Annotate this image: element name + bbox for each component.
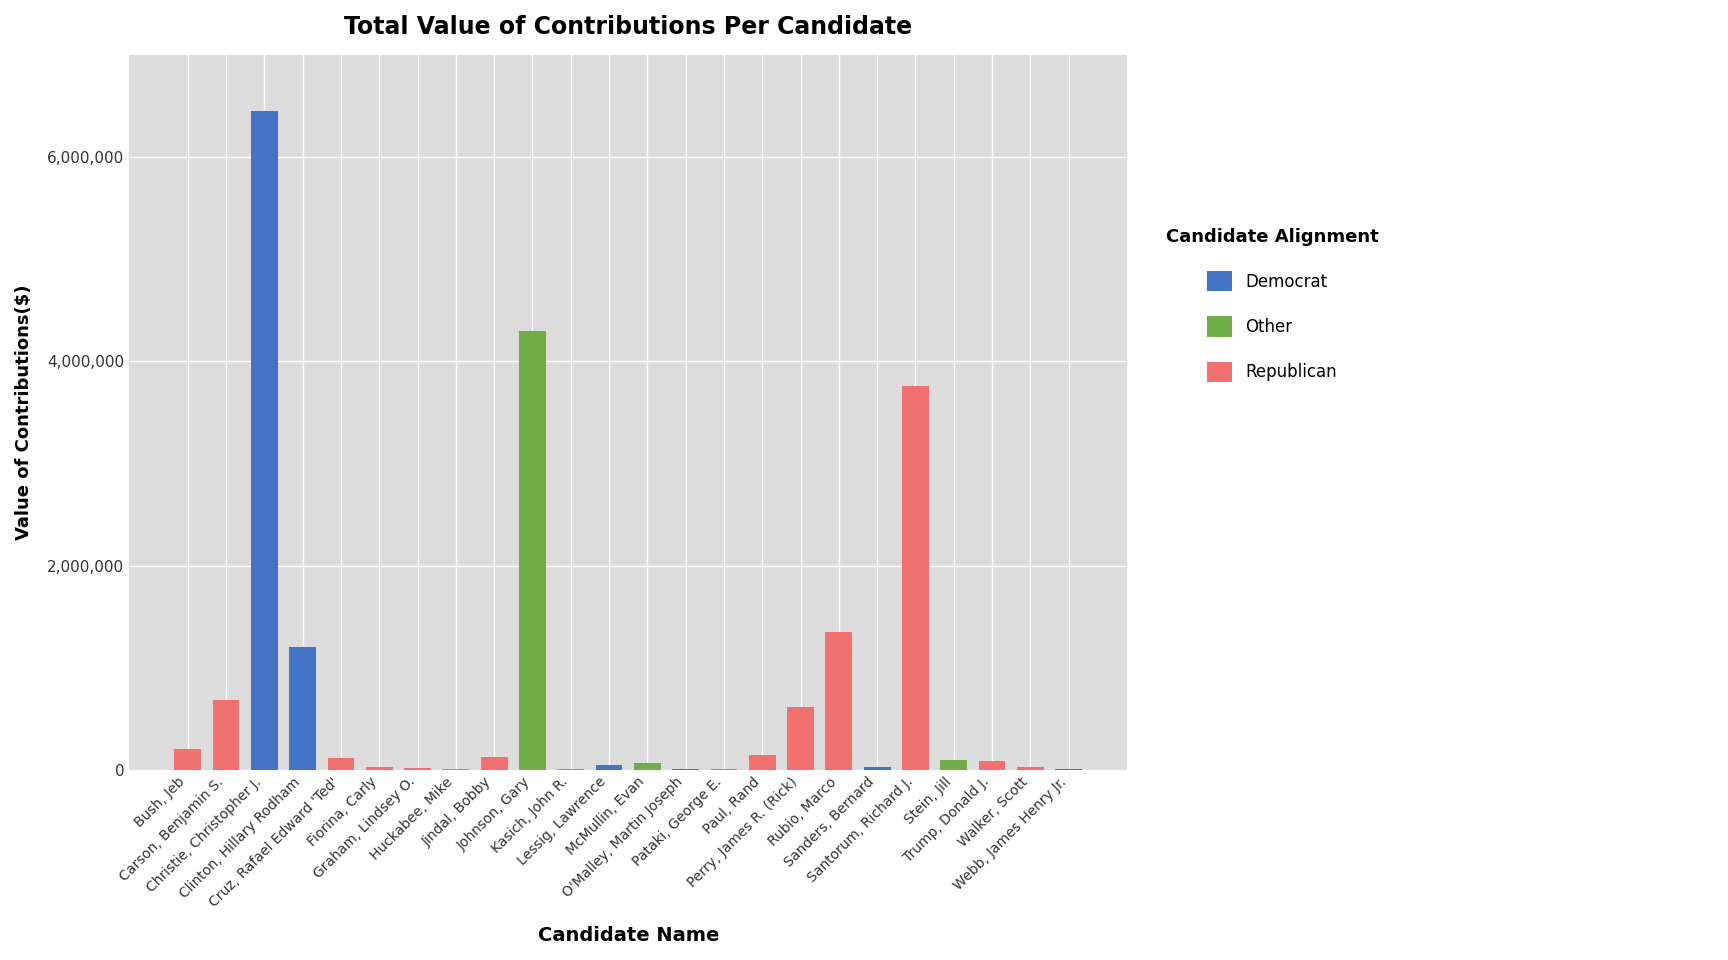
Bar xyxy=(518,330,546,770)
Bar xyxy=(213,701,240,770)
Bar xyxy=(748,755,776,770)
X-axis label: Candidate Name: Candidate Name xyxy=(537,926,719,945)
Bar xyxy=(710,769,738,770)
Bar xyxy=(328,757,354,770)
Title: Total Value of Contributions Per Candidate: Total Value of Contributions Per Candida… xyxy=(344,15,912,39)
Y-axis label: Value of Contributions($): Value of Contributions($) xyxy=(16,284,33,540)
Bar xyxy=(940,759,968,770)
Bar xyxy=(404,768,430,770)
Bar xyxy=(788,707,814,770)
Bar xyxy=(978,760,1006,770)
Bar xyxy=(442,769,470,770)
Bar xyxy=(902,386,930,770)
Bar xyxy=(596,765,622,770)
Bar xyxy=(366,767,392,770)
Bar xyxy=(480,756,508,770)
Bar xyxy=(826,632,852,770)
Bar xyxy=(672,769,700,770)
Legend: Democrat, Other, Republican: Democrat, Other, Republican xyxy=(1146,208,1398,402)
Bar xyxy=(864,767,890,770)
Bar xyxy=(175,750,200,770)
Bar xyxy=(1018,767,1044,770)
Bar xyxy=(634,762,660,770)
Bar xyxy=(289,647,316,770)
Bar xyxy=(558,769,584,770)
Bar xyxy=(1056,769,1082,770)
Bar xyxy=(251,111,278,770)
